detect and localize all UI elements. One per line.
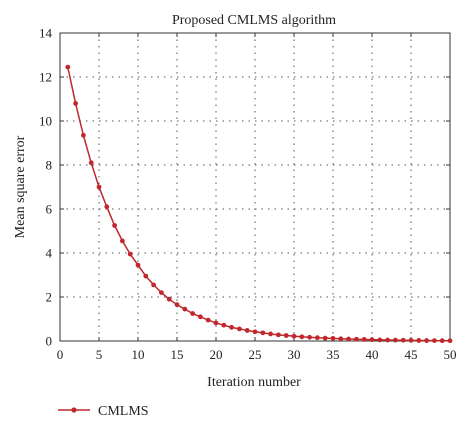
data-point: [447, 338, 453, 344]
data-point: [385, 337, 390, 343]
data-point: [190, 311, 196, 316]
data-point: [120, 238, 125, 244]
data-point: [408, 337, 414, 343]
series-layer: [65, 64, 453, 344]
y-tick-label: 8: [46, 158, 53, 173]
y-tick-label: 12: [39, 70, 52, 85]
data-point: [252, 329, 258, 335]
data-point: [276, 332, 281, 338]
x-tick-label: 50: [444, 347, 457, 362]
x-tick-label: 40: [366, 347, 379, 362]
grid-lines: [60, 33, 450, 341]
data-point: [229, 324, 235, 330]
y-tick-label: 4: [46, 246, 53, 261]
data-point: [393, 337, 398, 343]
x-axis-ticks: 0 5 10 15 20 25 30 35 40 45 50: [57, 33, 457, 362]
data-point: [73, 101, 78, 106]
legend-marker: [71, 407, 77, 413]
data-point: [424, 338, 429, 343]
data-point: [174, 302, 180, 308]
x-tick-label: 25: [249, 347, 262, 362]
data-point: [322, 335, 328, 341]
data-point: [244, 328, 250, 333]
legend: CMLMS: [58, 404, 149, 419]
x-axis-label: Iteration number: [207, 375, 301, 390]
data-point: [205, 317, 211, 323]
data-point: [166, 296, 172, 302]
data-point: [198, 314, 203, 320]
y-tick-label: 10: [39, 114, 52, 129]
data-point: [361, 337, 367, 342]
data-point: [315, 335, 320, 341]
data-point: [81, 132, 86, 138]
data-point: [112, 223, 117, 228]
x-tick-label: 35: [327, 347, 340, 362]
data-point: [213, 320, 219, 326]
data-point: [369, 337, 375, 343]
x-tick-label: 5: [96, 347, 103, 362]
data-point: [330, 335, 336, 341]
data-point: [104, 204, 110, 210]
x-tick-label: 20: [210, 347, 223, 362]
chart-title: Proposed CMLMS algorithm: [172, 13, 336, 28]
data-point: [283, 333, 289, 338]
data-point: [299, 334, 305, 340]
data-point: [291, 333, 297, 339]
data-point: [182, 306, 188, 312]
data-point: [143, 273, 149, 279]
data-point: [96, 184, 102, 190]
data-point: [400, 337, 406, 343]
x-tick-label: 45: [405, 347, 418, 362]
y-axis-ticks: 0 2 4 6 8 10 12 14: [39, 26, 450, 349]
y-tick-label: 6: [46, 202, 53, 217]
data-point: [159, 290, 164, 295]
data-point: [268, 331, 273, 337]
data-point: [354, 336, 359, 342]
series-line-cmlms: [67, 66, 451, 342]
data-point: [88, 160, 94, 166]
x-tick-label: 0: [57, 347, 64, 362]
data-point: [260, 330, 266, 336]
data-point: [127, 251, 133, 257]
data-point: [221, 322, 227, 328]
data-point: [439, 338, 445, 344]
x-tick-label: 10: [132, 347, 145, 362]
y-tick-label: 2: [46, 290, 53, 305]
y-axis-label: Mean square error: [13, 135, 28, 238]
x-tick-label: 30: [288, 347, 301, 362]
legend-label: CMLMS: [98, 404, 149, 419]
x-tick-label: 15: [171, 347, 184, 362]
data-point: [377, 337, 383, 343]
y-tick-label: 14: [39, 26, 53, 41]
data-point: [65, 64, 71, 70]
data-point: [338, 336, 344, 342]
data-point: [416, 338, 422, 343]
data-point: [346, 336, 351, 342]
data-point: [237, 326, 242, 332]
data-point: [135, 262, 141, 268]
data-point: [307, 334, 312, 340]
data-point: [151, 282, 157, 288]
y-tick-label: 0: [46, 334, 53, 349]
data-point: [432, 338, 437, 344]
